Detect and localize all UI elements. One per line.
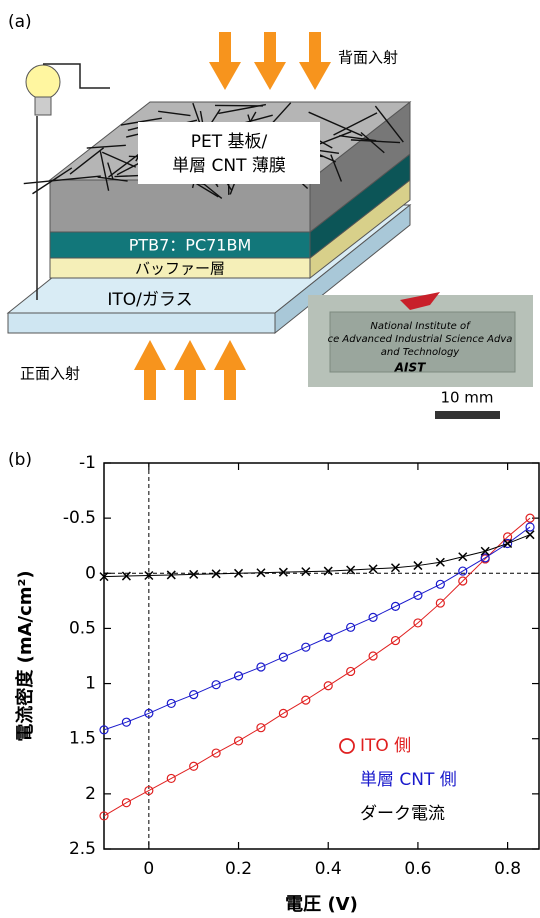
buffer-label: バッファー層 — [135, 260, 225, 278]
y-axis-label: 電流密度 (mA/cm²) — [14, 570, 36, 741]
legend-label: ITO 側 — [360, 736, 411, 756]
chart: (b) -1 -0.5 0 0.5 1 1.5 2 2.5 0 0.2 0.4 0.6 0.8 電圧 (V… — [8, 450, 539, 915]
scale-bar-label: 10 mm — [440, 389, 493, 407]
front-light-label: 正面入射 — [20, 365, 80, 383]
active-label: PTB7：PC71BM — [129, 236, 252, 255]
panel-label: (b) — [8, 450, 32, 470]
top-label: PET 基板/ — [191, 132, 268, 152]
series-line — [104, 518, 530, 816]
x-tick-label: 0 — [143, 859, 154, 879]
panel-label: (a) — [8, 12, 32, 32]
y-tick-label: -0.5 — [63, 508, 96, 528]
page: (a) PET 基板/ 単層 CNT 薄膜 PTB7：PC71BM バッファー層… — [0, 0, 540, 918]
photo-text: AIST — [394, 361, 426, 375]
substrate-label: ITO/ガラス — [107, 290, 192, 310]
plot-frame — [104, 463, 539, 849]
photo-text: ce Advanced Industrial Science Adva — [328, 334, 513, 345]
y-tick-label: 1 — [85, 674, 96, 694]
photo: National Institute of ce Advanced Indust… — [308, 292, 533, 387]
glass-front — [8, 313, 275, 333]
cnt-front — [50, 180, 310, 232]
x-tick-label: 0.6 — [404, 859, 431, 879]
diagram: (a) PET 基板/ 単層 CNT 薄膜 PTB7：PC71BM バッファー層… — [8, 12, 533, 419]
scale-bar — [435, 411, 500, 419]
figure: (a) PET 基板/ 単層 CNT 薄膜 PTB7：PC71BM バッファー層… — [0, 0, 540, 918]
top-label: 単層 CNT 薄膜 — [172, 156, 286, 176]
x-tick-label: 0.4 — [315, 859, 342, 879]
photo-text: National Institute of — [370, 321, 471, 332]
series-line — [104, 527, 530, 730]
legend-label: 単層 CNT 側 — [360, 770, 457, 790]
y-tick-label: 2.5 — [69, 839, 96, 859]
y-tick-label: 0 — [85, 563, 96, 583]
photo-text: and Technology — [381, 347, 461, 358]
legend-marker — [340, 739, 354, 753]
legend-label: ダーク電流 — [360, 804, 445, 824]
y-tick-label: 1.5 — [69, 729, 96, 749]
x-axis-label: 電圧 (V) — [285, 894, 358, 915]
y-tick-label: 2 — [85, 784, 96, 804]
y-tick-label: -1 — [79, 453, 96, 473]
data-point — [459, 553, 467, 561]
back-light-label: 背面入射 — [338, 49, 398, 67]
x-tick-label: 0.2 — [225, 859, 252, 879]
data-point — [526, 531, 534, 539]
y-tick-label: 0.5 — [69, 618, 96, 638]
x-tick-label: 0.8 — [494, 859, 521, 879]
